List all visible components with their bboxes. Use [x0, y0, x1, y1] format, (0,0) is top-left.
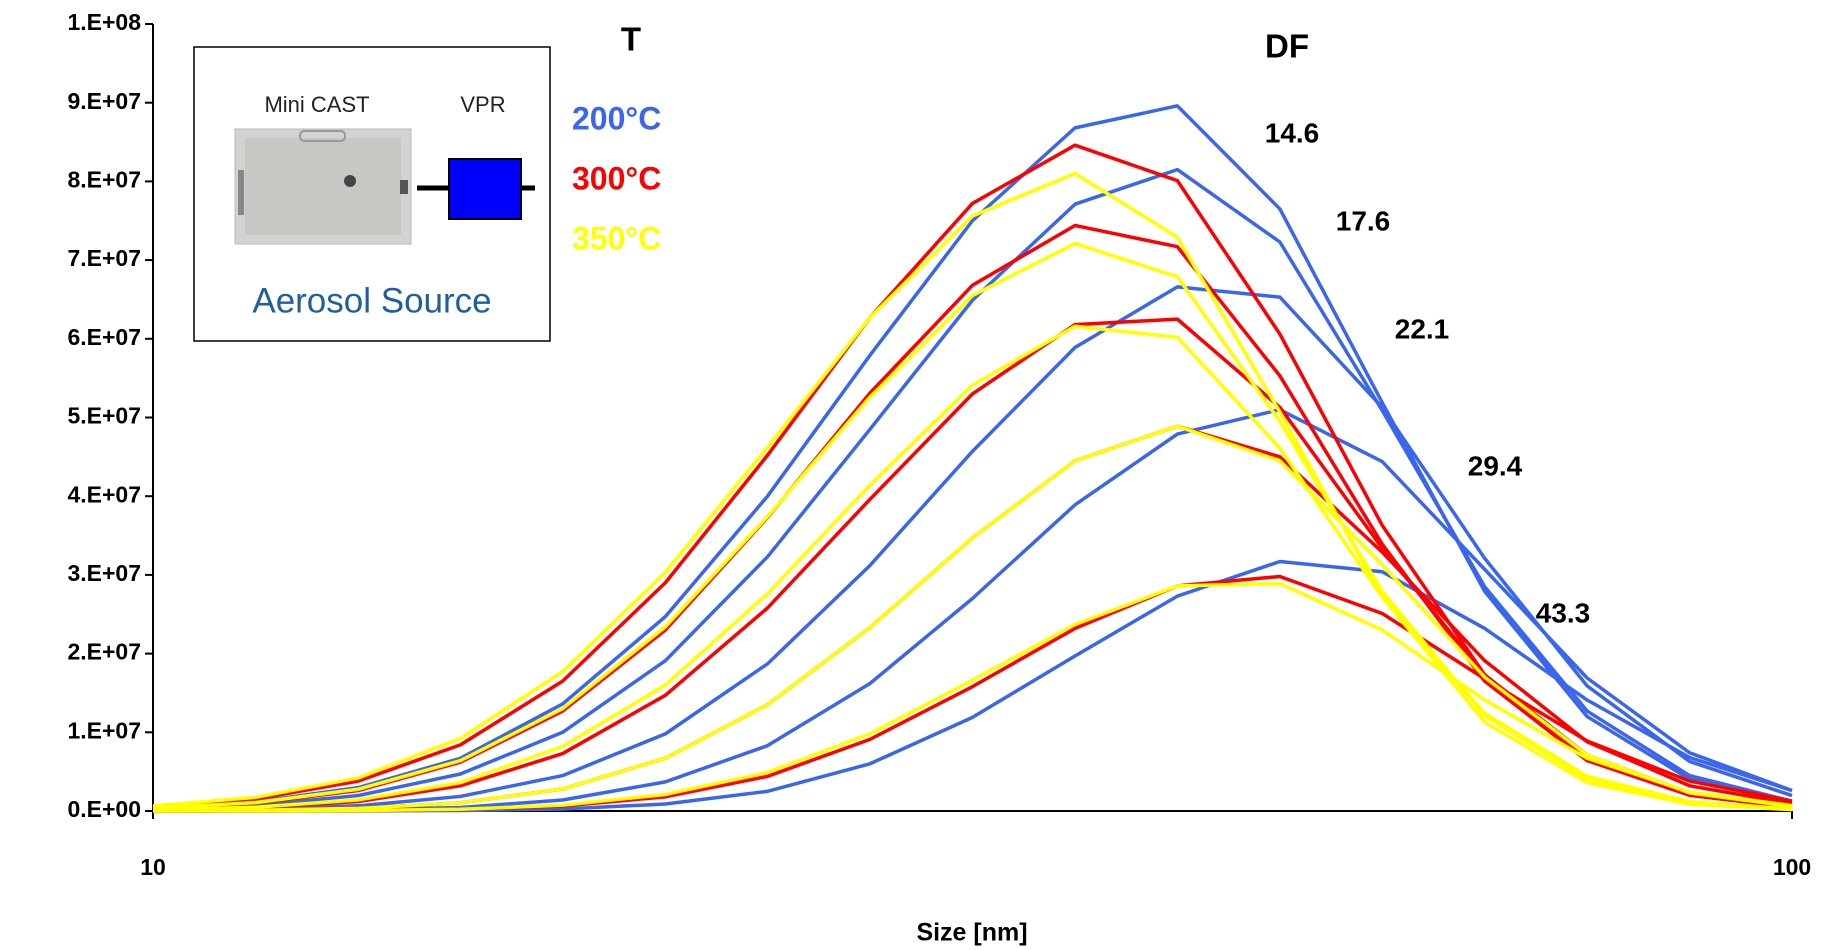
y-tick-label: 5.E+07 — [67, 403, 141, 429]
y-tick-label: 4.E+07 — [67, 481, 141, 507]
inset: Mini CAST VPR Aerosol Source — [193, 46, 551, 342]
series-line — [152, 104, 1793, 810]
series-line — [152, 241, 1793, 812]
legend-entry: 300°C — [572, 160, 661, 196]
y-tick-label: 9.E+07 — [67, 88, 141, 114]
y-tick-label: 6.E+07 — [67, 324, 141, 350]
inset-caption: Aerosol Source — [252, 281, 491, 320]
x-axis-title: Size [nm] — [916, 919, 1027, 947]
y-tick-label: 7.E+07 — [67, 245, 141, 271]
y-tick-label: 3.E+07 — [67, 560, 141, 586]
series-line — [152, 324, 1793, 812]
df-label: 22.1 — [1395, 313, 1450, 344]
device-handle — [299, 130, 346, 142]
inset-label: VPR — [460, 92, 505, 117]
legend-title: T — [621, 21, 641, 58]
series-line — [152, 171, 1793, 812]
series-line — [152, 424, 1793, 813]
device-ports — [238, 170, 244, 215]
df-title: DF — [1265, 28, 1309, 65]
y-tick-label: 2.E+07 — [67, 639, 141, 665]
df-label: 14.6 — [1265, 117, 1320, 148]
series-line — [152, 167, 1793, 811]
df-label: 43.3 — [1536, 597, 1591, 628]
y-tick-label: 8.E+07 — [67, 166, 141, 192]
x-tick-label: 100 — [1773, 854, 1811, 880]
inset-label: Mini CAST — [264, 92, 369, 117]
series-line — [152, 581, 1793, 813]
df-label: 29.4 — [1468, 450, 1523, 481]
y-tick-label: 1.E+07 — [67, 717, 141, 743]
y-tick-label: 1.E+08 — [67, 9, 141, 35]
legend-entry: 350°C — [572, 220, 661, 256]
x-tick-label: 10 — [140, 854, 166, 880]
device-body — [245, 138, 401, 235]
series-line — [152, 285, 1793, 813]
y-tick-label: 0.E+00 — [67, 796, 141, 822]
device-connector — [400, 180, 408, 194]
df-label: 17.6 — [1336, 205, 1391, 236]
device-knob — [344, 175, 356, 187]
legend-entry: 200°C — [572, 100, 661, 136]
vpr-box — [448, 158, 522, 220]
